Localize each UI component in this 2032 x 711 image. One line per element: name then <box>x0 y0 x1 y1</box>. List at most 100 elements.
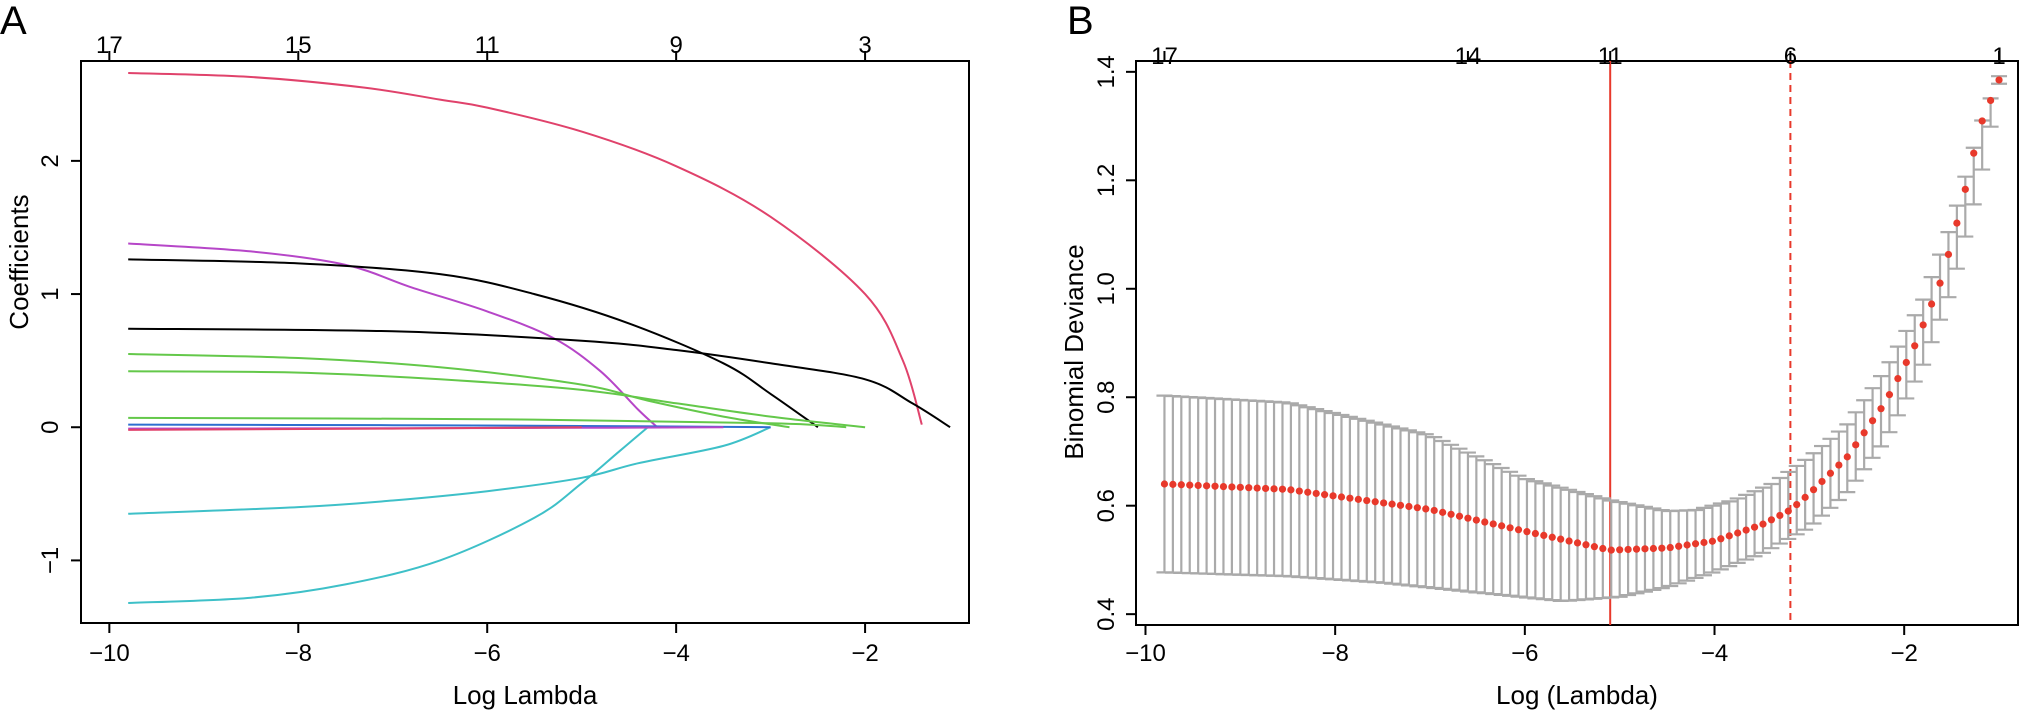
panel-b-plot-frame <box>1135 60 2019 626</box>
mean-point <box>1472 516 1480 524</box>
top-tick-label: 9 <box>669 32 682 59</box>
mean-point <box>1590 543 1598 551</box>
mean-point <box>1498 522 1506 530</box>
coefficient-path-9 <box>128 426 649 604</box>
mean-point <box>1447 510 1455 518</box>
coefficient-path-5 <box>128 353 790 429</box>
mean-point <box>1489 520 1497 528</box>
mean-point <box>1380 499 1388 507</box>
mean-point <box>1455 512 1464 520</box>
x-tick-label: −2 <box>851 640 878 667</box>
mean-point <box>1894 374 1902 383</box>
y-tick-label: 0.4 <box>1093 598 1120 631</box>
mean-point <box>1683 541 1691 549</box>
y-tick-label: 1.2 <box>1093 164 1120 197</box>
mean-point <box>1177 481 1185 489</box>
mean-point <box>1219 482 1228 491</box>
mean-point <box>1700 538 1708 547</box>
mean-point <box>1481 518 1489 526</box>
mean-point <box>1616 546 1624 554</box>
mean-point <box>1658 544 1666 552</box>
mean-point <box>1413 504 1421 512</box>
mean-point <box>1514 526 1523 534</box>
mean-point <box>1725 532 1733 540</box>
x-tick-label: −6 <box>1511 640 1538 667</box>
top-tick-label: 6 <box>1784 43 1797 70</box>
panel-a-plot-frame <box>80 60 970 624</box>
y-tick-label: 2 <box>37 154 64 167</box>
coefficient-path-3 <box>128 258 819 429</box>
mean-point <box>1801 493 1809 501</box>
mean-point <box>1388 500 1396 508</box>
mean-point <box>1506 524 1514 532</box>
mean-point <box>1363 496 1371 505</box>
mean-point <box>1767 516 1776 524</box>
mean-point <box>1826 469 1835 477</box>
coefficient-path-8 <box>128 426 771 515</box>
mean-point <box>1582 541 1590 549</box>
mean-point <box>1742 526 1750 534</box>
mean-point <box>1649 544 1657 553</box>
mean-point <box>1970 149 1978 157</box>
top-tick-label: 3 <box>858 32 871 59</box>
y-tick-label: 0.8 <box>1093 381 1120 414</box>
top-tick-label: 15 <box>285 32 312 59</box>
mean-point <box>1228 483 1236 491</box>
mean-point <box>1750 523 1759 531</box>
mean-point <box>1287 486 1295 494</box>
mean-point <box>1312 489 1320 498</box>
coefficient-path-1 <box>128 72 923 425</box>
mean-point <box>1793 501 1801 509</box>
mean-point <box>1776 511 1784 520</box>
mean-point <box>1186 481 1194 489</box>
coefficient-path-12 <box>128 426 582 431</box>
mean-point <box>1995 76 2003 84</box>
mean-point <box>1430 506 1438 515</box>
panel-a-top-axis: 17 15 11 9 3 <box>96 32 872 61</box>
x-tick-label: −4 <box>662 640 689 667</box>
y-tick-label: 0 <box>37 421 64 434</box>
mean-point <box>1548 533 1556 541</box>
mean-point <box>1396 501 1405 509</box>
mean-point <box>1160 480 1169 488</box>
mean-point <box>1927 300 1936 308</box>
mean-point <box>1540 531 1548 539</box>
mean-point <box>1557 535 1565 543</box>
mean-point <box>1346 494 1354 502</box>
mean-point <box>1877 405 1885 413</box>
mean-point <box>1936 279 1944 287</box>
x-tick-label: −8 <box>285 640 312 667</box>
mean-point <box>1902 358 1910 367</box>
mean-point <box>1919 321 1927 329</box>
x-tick-label: −8 <box>1321 640 1348 667</box>
y-tick-label: 1.4 <box>1093 55 1120 88</box>
mean-point <box>1818 477 1826 486</box>
x-tick-label: −10 <box>89 640 130 667</box>
y-tick-label: 1.0 <box>1093 272 1120 305</box>
mean-point <box>1236 483 1244 491</box>
panel-b-label: B <box>1067 0 1094 43</box>
mean-point <box>1337 493 1346 501</box>
coefficient-path-6 <box>128 370 866 429</box>
panel-b-mean-points <box>1160 76 2003 554</box>
mean-point <box>1203 482 1211 490</box>
mean-point <box>1329 492 1337 500</box>
mean-point <box>1759 520 1767 528</box>
mean-point <box>1860 429 1868 437</box>
mean-point <box>1734 529 1742 537</box>
coefficient-path-2 <box>128 242 658 428</box>
panel-b-error-bars <box>1156 75 2008 603</box>
mean-point <box>1961 185 1969 193</box>
mean-point <box>1632 545 1641 553</box>
mean-point <box>1944 250 1953 259</box>
mean-point <box>1523 528 1531 536</box>
mean-point <box>1835 461 1843 469</box>
mean-point <box>1599 544 1607 553</box>
mean-point <box>1885 391 1894 399</box>
mean-point <box>1278 485 1287 493</box>
mean-point <box>1987 96 1995 105</box>
panel-b-top-axis: 17 14 11 6 1 <box>1151 43 2006 70</box>
panel-a-y-axis-title: Coefficients <box>4 194 34 329</box>
mean-point <box>1784 507 1792 515</box>
